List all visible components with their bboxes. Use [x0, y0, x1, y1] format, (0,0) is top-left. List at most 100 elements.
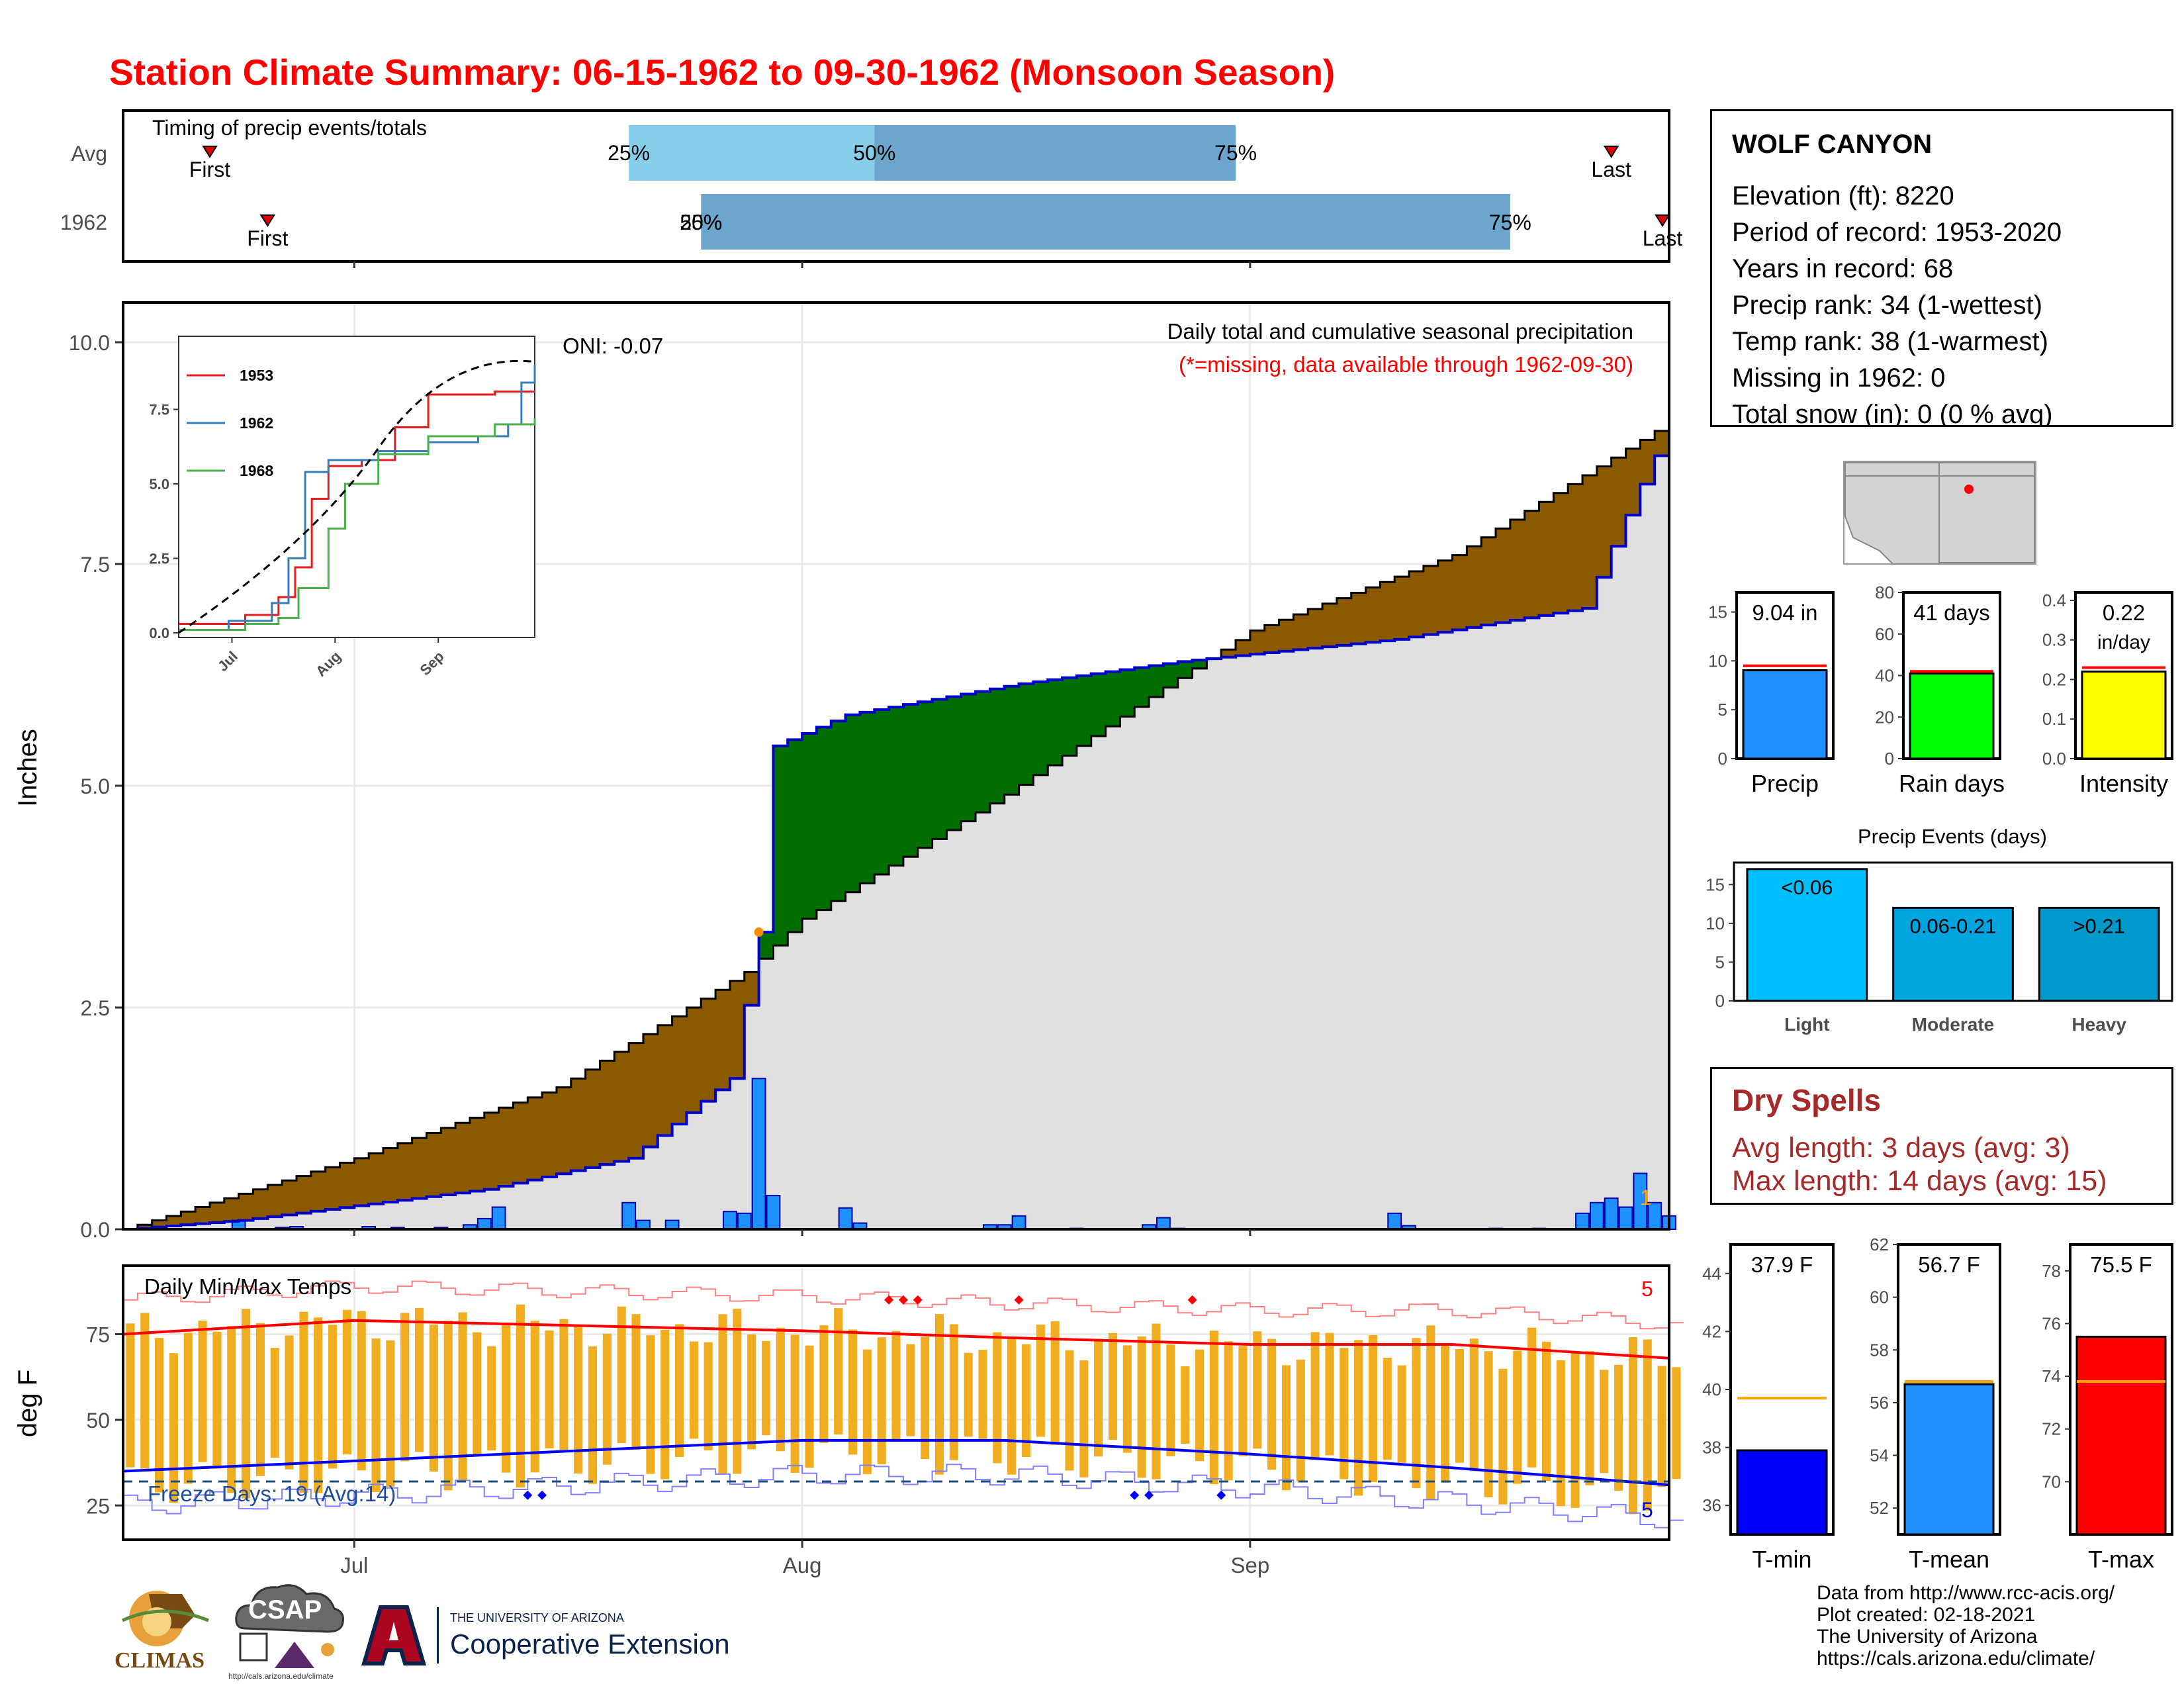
avg-last-label: Last — [1591, 158, 1631, 181]
daily-temp-range-bar — [227, 1326, 236, 1493]
mini-tmean-y-tick-label: 60 — [1870, 1288, 1889, 1307]
daily-temp-range-bar — [443, 1321, 453, 1491]
daily-temp-range-bar — [674, 1324, 684, 1457]
above-avg-fill — [1163, 663, 1179, 688]
daily-temp-range-bar — [993, 1332, 1002, 1464]
daily-temp-range-bar — [949, 1324, 958, 1460]
below-avg-fill — [455, 1123, 471, 1194]
mini-raindays-y-tick-label: 40 — [1875, 666, 1894, 686]
below-avg-fill — [1481, 537, 1496, 626]
below-avg-fill — [556, 1087, 572, 1174]
below-avg-fill — [224, 1198, 240, 1222]
daily-precip-bar — [723, 1211, 737, 1230]
below-avg-fill — [1236, 639, 1251, 656]
events-chart: 0 5 10 15 <0.06 Light 0.06-0.21 Moderate >0.21 He… — [1706, 861, 2173, 1035]
station-elevation: Elevation (ft): 8220 — [1732, 181, 1954, 211]
inset-y-tick-label: 7.5 — [149, 402, 169, 418]
daily-temp-range-bar — [501, 1323, 511, 1473]
below-avg-fill — [729, 980, 745, 1079]
daily-precip-bar — [1011, 1215, 1026, 1231]
x-tick-label: Sep — [1231, 1553, 1270, 1577]
daily-temp-range-bar — [299, 1311, 308, 1493]
temp-ylabel: deg F — [13, 1370, 42, 1437]
daily-temp-range-bar — [978, 1350, 987, 1439]
daily-temp-range-bar — [1050, 1321, 1060, 1445]
mini-tmax-y-tick-label: 72 — [2042, 1419, 2061, 1439]
obs-first-marker — [259, 214, 276, 227]
mini-tmax-y-tick-label: 74 — [2042, 1366, 2061, 1386]
daily-temp-range-bar — [747, 1334, 756, 1450]
daily-temp-range-bar — [1412, 1338, 1421, 1489]
above-avg-fill — [874, 709, 889, 874]
ua-logo: THE UNIVERSITY OF ARIZONA Cooperative Ex… — [357, 1601, 754, 1673]
daily-temp-range-bar — [1036, 1325, 1045, 1437]
above-avg-fill — [845, 714, 860, 892]
daily-temp-range-bar — [1281, 1365, 1291, 1491]
daily-temp-range-bar — [314, 1317, 323, 1493]
inset-y-tick-label: 0.0 — [149, 625, 169, 641]
mini-precip-y-tick-label: 5 — [1718, 700, 1727, 720]
daily-temp-range-bar — [559, 1319, 569, 1450]
events-category-label: Heavy — [2071, 1014, 2126, 1035]
mini-intensity-y-tick-label: 0.3 — [2042, 630, 2066, 650]
below-avg-fill — [570, 1078, 586, 1171]
avg-first-marker — [202, 146, 218, 158]
daily-temp-range-bar — [473, 1332, 482, 1455]
below-avg-fill — [369, 1153, 384, 1204]
daily-temp-range-bar — [602, 1333, 612, 1465]
below-avg-fill — [1394, 577, 1410, 639]
above-avg-fill — [1062, 677, 1077, 756]
daily-temp-range-bar — [1253, 1331, 1262, 1449]
mini-intensity-y-tick-label: 0.2 — [2042, 669, 2066, 689]
daily-temp-range-bar — [790, 1335, 799, 1473]
daily-temp-range-bar — [386, 1340, 395, 1487]
above-avg-fill — [773, 745, 788, 946]
below-avg-fill — [253, 1189, 268, 1219]
daily-temp-range-bar — [891, 1331, 901, 1440]
daily-temp-range-bar — [1498, 1368, 1508, 1505]
daily-temp-range-bar — [1152, 1323, 1161, 1479]
daily-temp-range-bar — [1108, 1333, 1118, 1440]
below-avg-fill — [383, 1148, 398, 1203]
mini-raindays-label: Rain days — [1899, 770, 2005, 797]
credit-plot-date: Plot created: 02-18-2021 — [1817, 1604, 2036, 1626]
timing-pct-label: 75% — [1489, 211, 1531, 234]
daily-temp-range-bar — [1007, 1338, 1017, 1475]
daily-precip-bar — [766, 1195, 781, 1230]
below-avg-fill — [166, 1215, 181, 1226]
below-avg-fill — [1221, 649, 1236, 657]
below-avg-fill — [137, 1225, 153, 1229]
events-bar-label: >0.21 — [2073, 914, 2124, 937]
temp-panel-label: Daily Min/Max Temps — [144, 1274, 351, 1299]
page-title: Station Climate Summary: 06-15-1962 to 0… — [109, 52, 1335, 93]
daily-temp-range-bar — [1267, 1338, 1277, 1470]
daily-temp-range-bar — [487, 1346, 496, 1451]
daily-temp-range-bar — [1238, 1346, 1248, 1456]
record-high-marker — [1187, 1295, 1197, 1305]
below-avg-fill — [1423, 565, 1439, 635]
below-avg-fill — [1539, 502, 1554, 616]
record-low-marker — [523, 1490, 533, 1500]
daily-temp-range-bar — [805, 1345, 814, 1468]
precip-y-tick-label: 7.5 — [81, 553, 110, 577]
mini-tmax-label: T-max — [2088, 1546, 2154, 1573]
daily-temp-range-bar — [1094, 1338, 1103, 1457]
mini-intensity-value: 0.22 — [2103, 600, 2145, 625]
daily-temp-range-bar — [588, 1346, 598, 1484]
daily-temp-range-bar — [1513, 1350, 1522, 1484]
below-avg-fill — [643, 1034, 659, 1147]
daily-temp-range-bar — [1455, 1348, 1464, 1463]
below-avg-fill — [397, 1143, 413, 1201]
daily-temp-range-bar — [242, 1309, 251, 1499]
daily-temp-range-bar — [819, 1325, 829, 1443]
daily-temp-range-bar — [1195, 1349, 1205, 1462]
precip-y-tick-label: 10.0 — [69, 331, 110, 355]
below-avg-fill — [195, 1207, 210, 1224]
above-avg-fill — [976, 691, 991, 813]
mini-intensity-y-tick-label: 0.1 — [2042, 709, 2066, 729]
events-category-label: Light — [1784, 1014, 1829, 1035]
above-avg-fill — [903, 704, 919, 857]
record-min-line — [123, 1464, 1684, 1528]
above-avg-fill — [989, 688, 1005, 804]
daily-precip-bar — [838, 1207, 853, 1230]
